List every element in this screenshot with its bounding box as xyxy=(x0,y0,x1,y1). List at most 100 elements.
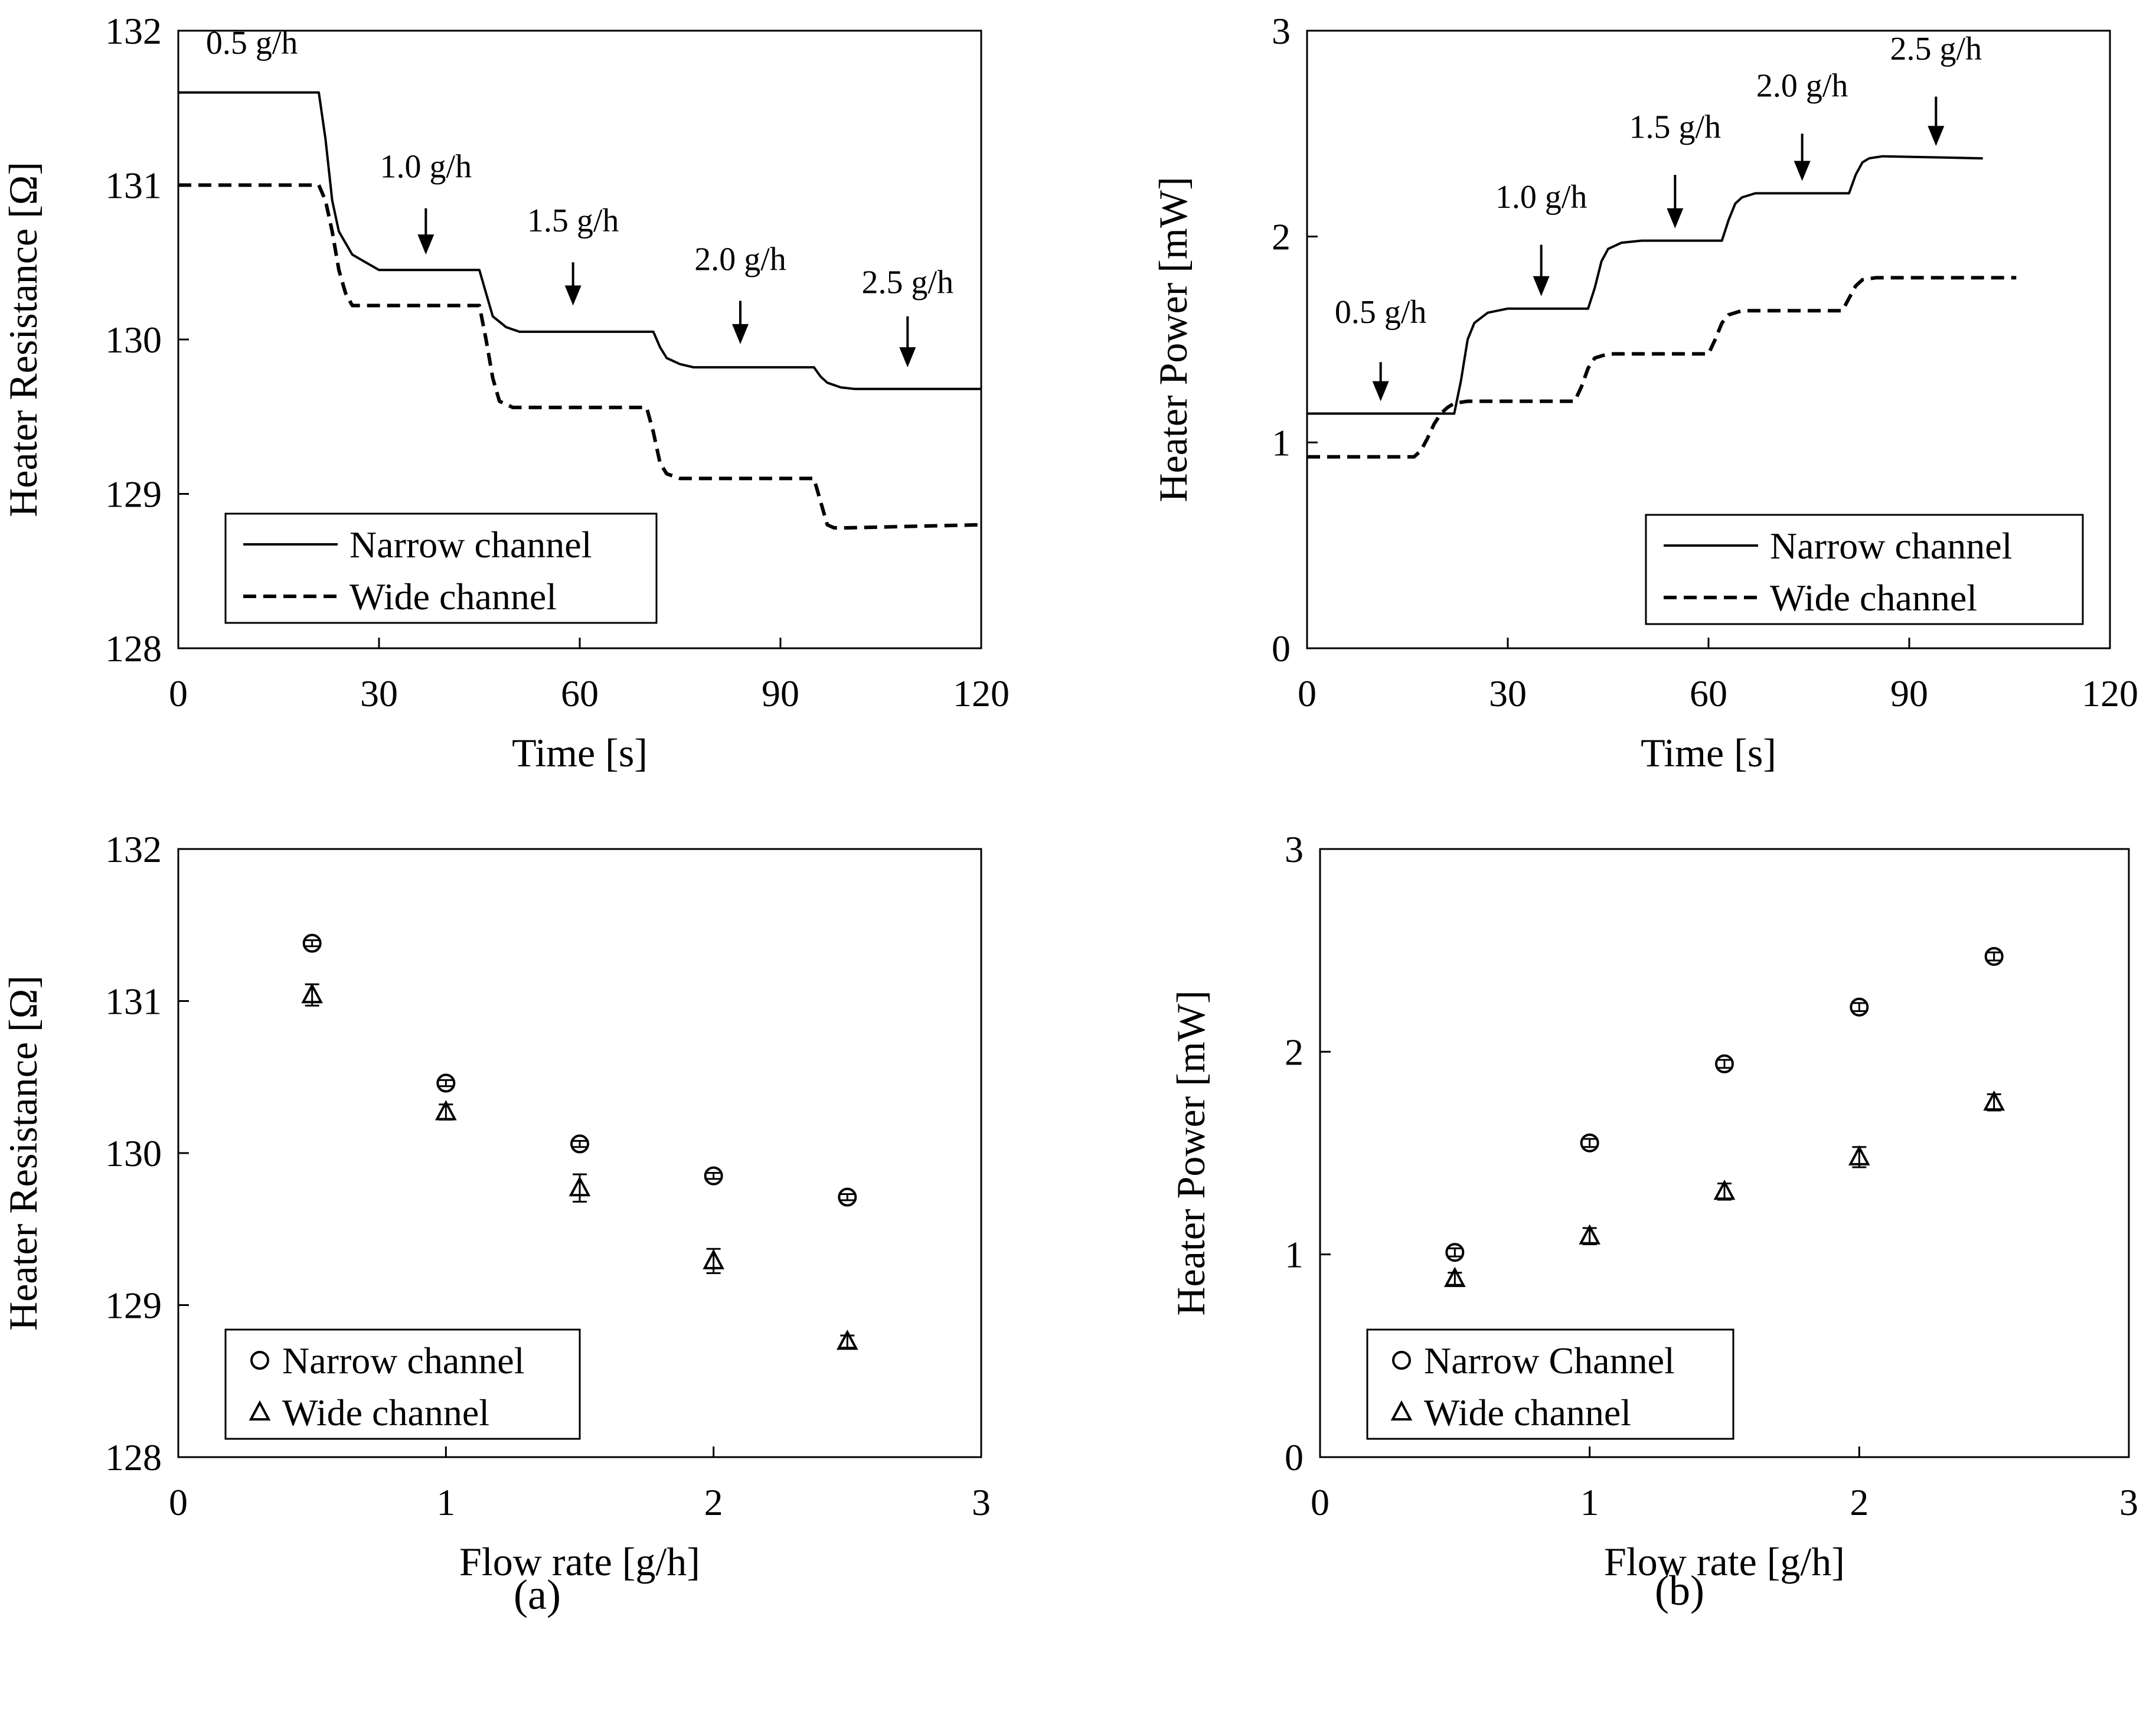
data-point xyxy=(1983,1090,2005,1112)
flow-rate-annotation: 2.0 g/h xyxy=(694,241,786,344)
arrow-down-icon xyxy=(1533,276,1550,296)
legend-box xyxy=(1366,1328,1734,1440)
y-tick-label: 132 xyxy=(105,828,162,870)
circle-marker xyxy=(570,1134,589,1154)
circle-marker xyxy=(1850,997,1869,1017)
legend-label: Narrow channel xyxy=(282,1340,524,1382)
data-point xyxy=(1713,1179,1736,1201)
y-axis-title: Heater Power [mW] xyxy=(1151,177,1195,502)
legend-label: Narrow channel xyxy=(349,524,592,566)
y-tick-label: 129 xyxy=(105,474,162,515)
data-point xyxy=(1984,946,2004,966)
legend-item: Narrow channel xyxy=(1664,525,2012,567)
chart-flow-resistance: 0 1 2 3 128 129 130 131 132 Flow rate [g/h] Heater… xyxy=(1,828,991,1584)
chart-flow-power: 0 1 2 3 0 1 2 3 Flow rate [g/h] Heater Power [mW]… xyxy=(1168,828,2138,1584)
flow-rate-annotation: 1.0 g/h xyxy=(1495,179,1587,296)
flow-rate-annotation: 0.5 g/h xyxy=(206,25,298,61)
triangle-marker xyxy=(1713,1179,1736,1200)
flow-rate-annotation: 2.5 g/h xyxy=(862,265,953,368)
legend-label: Wide channel xyxy=(1424,1392,1631,1434)
x-tick-label: 120 xyxy=(2082,672,2138,714)
x-tick-label: 60 xyxy=(1690,672,1727,714)
y-tick-label: 3 xyxy=(1272,10,1291,52)
legend-triangle-marker xyxy=(1390,1400,1413,1421)
flow-rate-annotation: 0.5 g/h xyxy=(1335,294,1426,401)
legend-item: Narrow Channel xyxy=(1392,1340,1675,1382)
x-tick-label: 1 xyxy=(1580,1481,1599,1523)
annotation-label: 1.5 g/h xyxy=(527,203,619,239)
y-tick-label: 0 xyxy=(1285,1436,1304,1478)
triangle-marker xyxy=(1443,1266,1466,1287)
y-tick-label: 130 xyxy=(105,319,162,361)
panel-label-a: (a) xyxy=(514,1571,561,1618)
legend-item: Wide channel xyxy=(249,1392,489,1434)
panel-label-b: (b) xyxy=(1655,1567,1704,1614)
triangle-marker xyxy=(836,1330,858,1350)
x-tick-label: 1 xyxy=(436,1481,455,1523)
arrow-down-icon xyxy=(1372,381,1389,401)
legend-label: Narrow channel xyxy=(1770,525,2012,567)
x-tick-label: 0 xyxy=(1311,1481,1329,1523)
series-line-wide-channel xyxy=(1307,276,2017,459)
y-tick-label: 128 xyxy=(105,628,162,670)
data-point xyxy=(1579,1224,1601,1245)
annotation-label: 2.0 g/h xyxy=(1756,68,1848,105)
data-point xyxy=(569,1173,591,1203)
legend: Narrow channel Wide channel xyxy=(1645,514,2084,625)
legend-box xyxy=(1645,514,2084,625)
data-point xyxy=(704,1166,723,1186)
chart-time-power: 0 30 60 90 120 0 1 2 3 Time [s] Heater Power [mW] 0… xyxy=(1151,10,2138,775)
annotation-label: 2.0 g/h xyxy=(694,241,786,277)
circle-marker xyxy=(1984,946,2004,966)
x-tick-label: 90 xyxy=(762,672,799,714)
legend-item: Wide channel xyxy=(1664,577,1977,619)
data-point xyxy=(435,1100,457,1121)
data-point xyxy=(1443,1266,1466,1287)
circle-marker xyxy=(1445,1243,1465,1262)
data-point xyxy=(436,1073,456,1093)
data-point xyxy=(302,933,322,953)
legend-item: Narrow channel xyxy=(243,524,592,566)
x-axis-title: Flow rate [g/h] xyxy=(459,1539,700,1584)
circle-marker xyxy=(302,933,322,953)
x-axis-title: Time [s] xyxy=(512,730,648,775)
legend-item: Wide channel xyxy=(243,576,557,618)
triangle-marker xyxy=(703,1249,725,1269)
flow-rate-annotation: 2.5 g/h xyxy=(1890,31,1982,146)
flow-rate-annotation: 2.0 g/h xyxy=(1756,68,1848,181)
triangle-marker xyxy=(301,982,324,1004)
legend-label: Wide channel xyxy=(282,1392,489,1434)
x-tick-label: 90 xyxy=(1890,672,1928,714)
flow-rate-annotation: 1.5 g/h xyxy=(527,203,619,306)
flow-rate-annotation: 1.5 g/h xyxy=(1629,109,1721,228)
data-point xyxy=(1850,997,1869,1017)
data-point xyxy=(838,1187,857,1207)
data-point xyxy=(570,1134,589,1154)
y-tick-label: 131 xyxy=(105,981,162,1023)
x-tick-label: 30 xyxy=(360,672,398,714)
y-axis-title: Heater Resistance [Ω] xyxy=(1,162,45,517)
annotation-label: 1.5 g/h xyxy=(1629,109,1721,145)
y-tick-label: 1 xyxy=(1285,1234,1304,1276)
arrow-down-icon xyxy=(899,347,916,368)
series-line-narrow-channel xyxy=(178,91,981,390)
y-tick-label: 132 xyxy=(105,10,162,52)
legend-label: Narrow Channel xyxy=(1424,1340,1675,1382)
annotation-label: 0.5 g/h xyxy=(206,25,298,61)
circle-marker xyxy=(838,1187,857,1207)
data-point xyxy=(1580,1133,1599,1152)
triangle-marker xyxy=(1983,1090,2005,1111)
legend: Narrow Channel Wide channel xyxy=(1366,1328,1734,1440)
triangle-marker xyxy=(569,1176,591,1197)
y-tick-label: 128 xyxy=(105,1436,162,1478)
arrow-down-icon xyxy=(564,285,582,306)
legend: Narrow channel Wide channel xyxy=(224,1328,581,1440)
annotation-label: 1.0 g/h xyxy=(1495,179,1587,215)
legend: Narrow channel Wide channel xyxy=(224,512,658,624)
legend-box xyxy=(224,512,658,624)
legend-label: Wide channel xyxy=(1770,577,1977,619)
x-tick-label: 0 xyxy=(1298,672,1317,714)
legend-circle-marker xyxy=(1392,1351,1411,1370)
data-point xyxy=(836,1330,858,1350)
